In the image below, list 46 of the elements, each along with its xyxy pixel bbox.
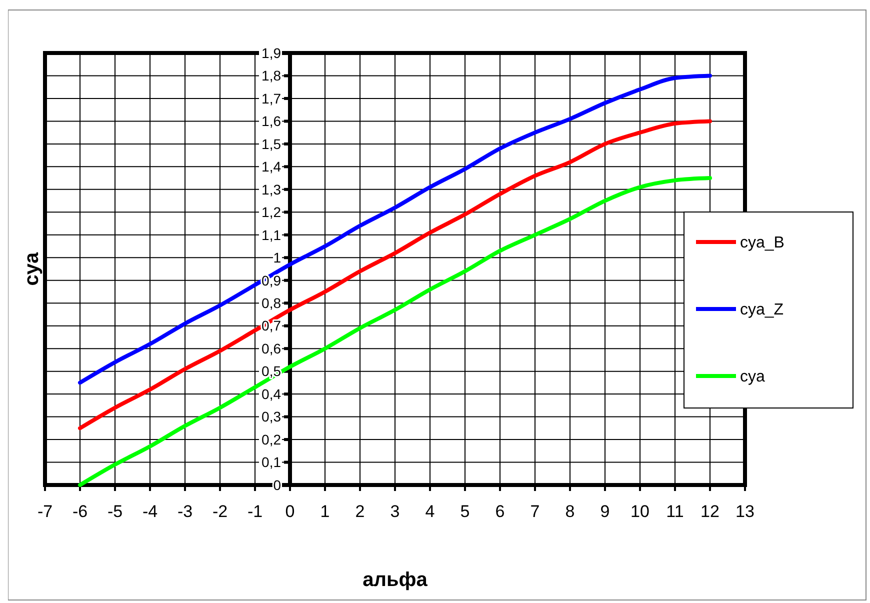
y-tick-label: 0,9	[262, 272, 282, 288]
y-tick-label: 0,1	[262, 454, 282, 470]
y-tick-label: 1,8	[262, 68, 282, 84]
y-tick-label: 0,7	[262, 318, 282, 334]
y-tick-label: 0,5	[262, 363, 282, 380]
x-tick-label: 6	[495, 502, 505, 521]
y-tick-label: 1,2	[262, 204, 282, 220]
y-tick-label: 1,4	[262, 158, 282, 175]
y-tick-label: 1,7	[262, 90, 282, 106]
x-tick-label: -4	[142, 502, 158, 521]
x-tick-label: 10	[630, 502, 650, 521]
y-tick-label: 0,2	[262, 431, 282, 448]
x-tick-label: 9	[600, 502, 610, 521]
y-axis-title: cya	[21, 251, 43, 286]
x-tick-label: 0	[285, 502, 295, 521]
x-tick-label: 5	[460, 502, 470, 521]
x-tick-label: -2	[212, 502, 228, 521]
x-tick-label: -6	[72, 502, 88, 521]
y-tick-label: 1,1	[262, 226, 282, 243]
legend-label: cya_B	[740, 234, 784, 252]
y-tick-label: 1	[273, 250, 282, 266]
x-tick-label: 13	[736, 502, 754, 521]
y-tick-label: 0	[273, 476, 282, 493]
x-axis-title: альфа	[362, 569, 428, 591]
legend-label: cya_Z	[740, 302, 784, 319]
y-tick-label: 0,4	[262, 386, 282, 402]
y-tick-label: 1,3	[262, 181, 282, 198]
y-tick-label: 0,3	[262, 408, 282, 425]
y-tick-label: 1,9	[262, 44, 282, 61]
x-tick-label: 8	[565, 502, 575, 521]
x-tick-label: -1	[247, 502, 263, 521]
x-tick-label: 7	[530, 502, 540, 521]
y-tick-label: 1,5	[262, 136, 282, 152]
x-tick-label: 12	[700, 502, 720, 521]
x-tick-label: 2	[355, 502, 365, 521]
x-tick-label: 4	[425, 502, 435, 521]
y-tick-label: 0,6	[262, 340, 282, 356]
y-tick-label: 1,6	[262, 113, 282, 130]
x-tick-label: -7	[37, 502, 53, 521]
x-tick-label: 1	[320, 502, 330, 521]
y-tick-label: 0,8	[262, 295, 282, 312]
x-tick-label: 3	[390, 502, 400, 521]
legend-label: cya	[740, 368, 765, 386]
x-tick-label: -5	[107, 502, 123, 521]
x-tick-label: -3	[177, 502, 193, 521]
x-tick-label: 11	[666, 502, 684, 521]
